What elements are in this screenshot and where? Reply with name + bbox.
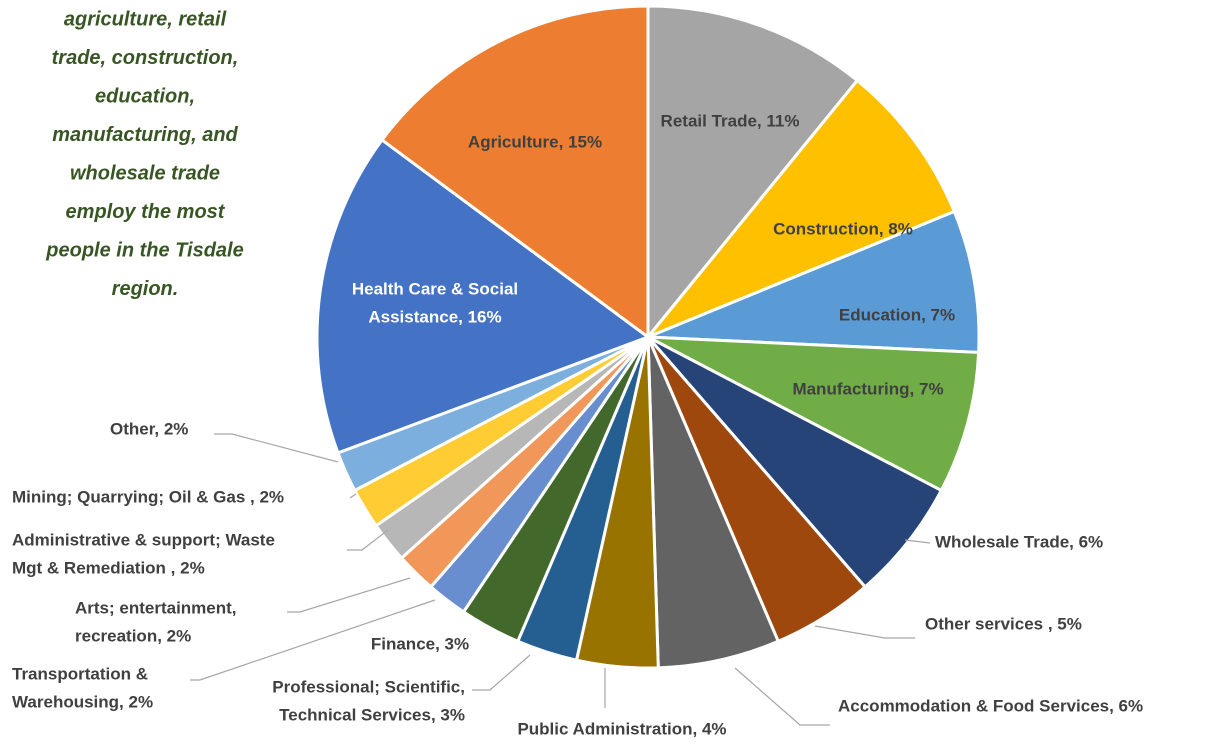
annotation: agriculture, retail bbox=[64, 8, 227, 30]
pie-slice bbox=[646, 336, 781, 670]
data-label: Transportation & bbox=[12, 664, 148, 683]
data-label: Mining; Quarrying; Oil & Gas , 2% bbox=[12, 487, 284, 506]
data-label: Health Care & Social bbox=[352, 279, 518, 298]
leader-line bbox=[287, 577, 411, 613]
annotation: education, bbox=[95, 85, 195, 107]
annotation: trade, construction, bbox=[52, 47, 239, 69]
data-label: Agriculture, 15% bbox=[468, 132, 602, 151]
data-label: Warehousing, 2% bbox=[12, 692, 153, 711]
leader-line bbox=[734, 667, 830, 726]
annotation: employ the most bbox=[66, 201, 226, 223]
leader-line bbox=[814, 625, 915, 639]
data-label: Finance, 3% bbox=[371, 634, 469, 653]
pie-slice bbox=[646, 78, 957, 339]
data-label: Education, 7% bbox=[839, 305, 955, 324]
data-label: Mgt & Remediation , 2% bbox=[12, 558, 205, 577]
leader-line bbox=[347, 529, 389, 551]
pie-slice bbox=[315, 137, 652, 455]
pie-slice bbox=[646, 335, 944, 589]
leader-line bbox=[349, 493, 357, 499]
data-label: Retail Trade, 11% bbox=[661, 111, 800, 130]
data-label: Administrative & support; Waste bbox=[12, 530, 275, 549]
pie-slice bbox=[647, 335, 981, 493]
pie-slice bbox=[379, 4, 650, 340]
pie-slice bbox=[647, 209, 981, 355]
data-label: Public Administration, 4% bbox=[517, 719, 726, 738]
data-label: Assistance, 16% bbox=[368, 307, 501, 326]
annotation: manufacturing, and bbox=[52, 124, 238, 146]
leader-line bbox=[904, 539, 931, 544]
annotation: people in the Tisdale bbox=[45, 239, 243, 261]
pie-slice bbox=[646, 4, 860, 342]
data-label: Construction, 8% bbox=[773, 219, 913, 238]
data-label: Other, 2% bbox=[110, 419, 188, 438]
data-label: Other services , 5% bbox=[925, 614, 1082, 633]
annotation: region. bbox=[112, 278, 179, 300]
leader-line bbox=[190, 599, 436, 681]
data-label: Arts; entertainment, bbox=[75, 598, 237, 617]
data-label: Accommodation & Food Services, 6% bbox=[838, 696, 1143, 715]
data-label: recreation, 2% bbox=[75, 626, 191, 645]
annotation: wholesale trade bbox=[70, 162, 220, 184]
data-label: Manufacturing, 7% bbox=[792, 379, 943, 398]
data-label: Professional; Scientific, bbox=[272, 677, 465, 696]
data-label: Wholesale Trade, 6% bbox=[935, 532, 1103, 551]
data-label: Technical Services, 3% bbox=[279, 705, 465, 724]
leader-line bbox=[214, 433, 339, 463]
leader-line bbox=[472, 654, 531, 691]
